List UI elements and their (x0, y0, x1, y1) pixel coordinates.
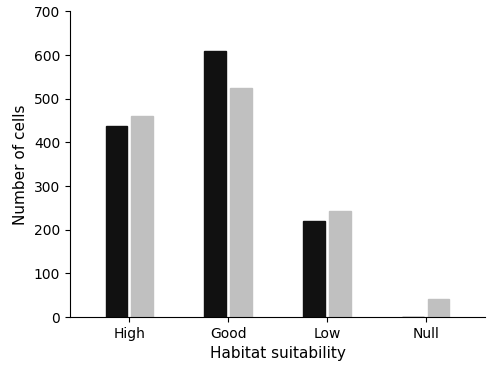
Y-axis label: Number of cells: Number of cells (14, 104, 28, 225)
Bar (303, 221, 325, 317)
Bar (230, 88, 252, 317)
Bar (132, 116, 153, 317)
Bar (428, 299, 450, 317)
X-axis label: Habitat suitability: Habitat suitability (210, 346, 346, 361)
Bar (204, 51, 226, 317)
Bar (329, 211, 350, 317)
Bar (106, 126, 128, 317)
